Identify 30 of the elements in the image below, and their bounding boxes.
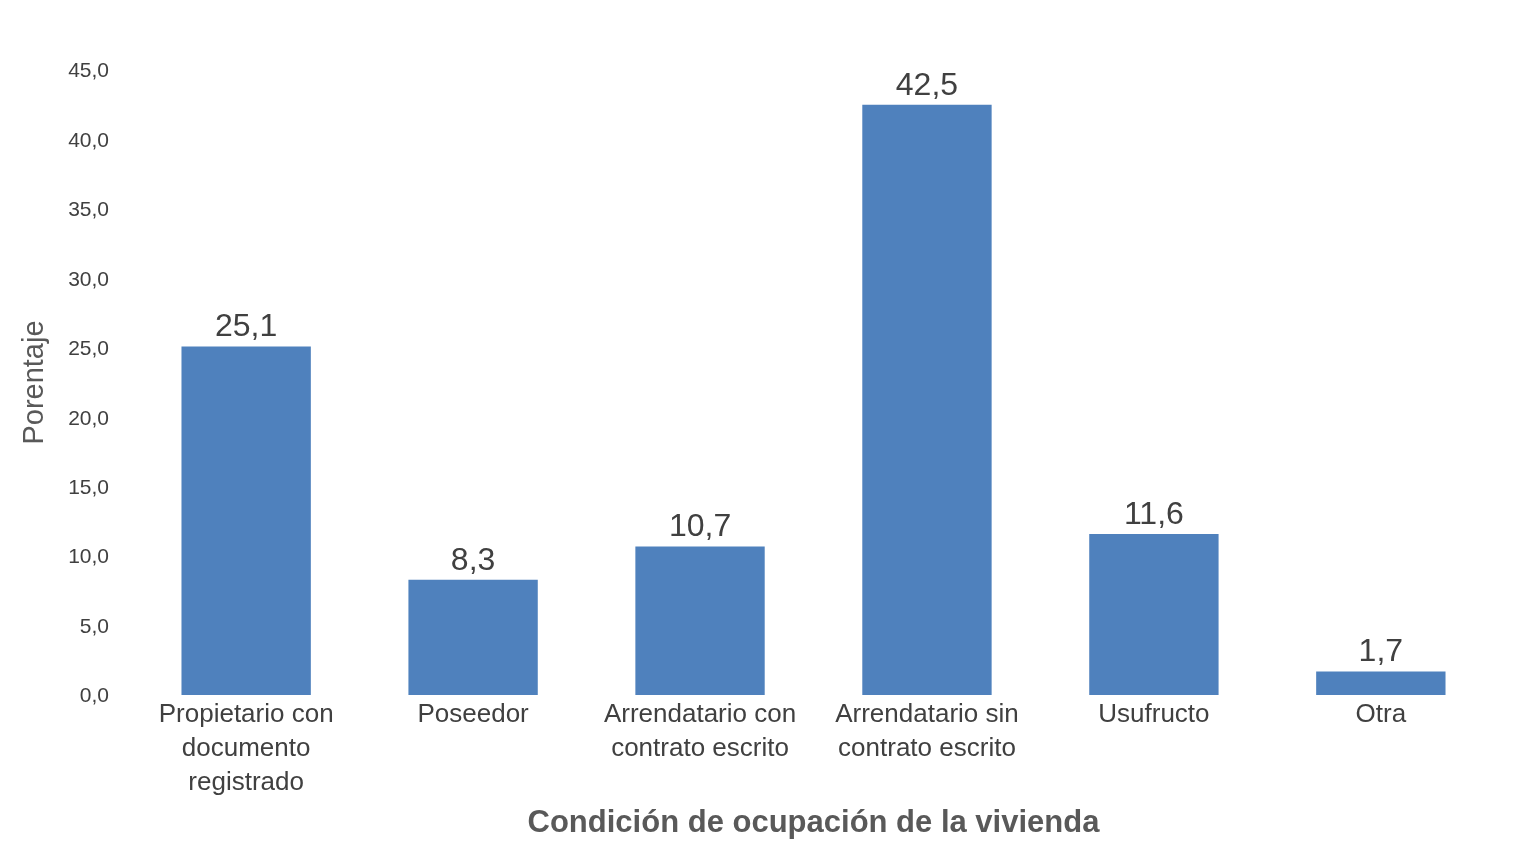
- x-axis-title: Condición de ocupación de la vivienda: [527, 803, 1101, 839]
- data-label: 42,5: [895, 65, 959, 102]
- y-tick-label: 35,0: [68, 197, 109, 221]
- bar: [408, 579, 538, 695]
- x-tick-label: Usufructo: [1098, 698, 1210, 728]
- y-tick-label: 15,0: [68, 475, 109, 499]
- x-tick-label: Poseedor: [417, 698, 530, 728]
- y-tick-label: 45,0: [68, 58, 109, 82]
- x-tick-label: Otra: [1355, 698, 1407, 728]
- y-tick-label: 0,0: [79, 683, 109, 707]
- data-label: 11,6: [1123, 494, 1184, 531]
- data-label: 10,7: [668, 507, 732, 544]
- y-tick-label: 25,0: [68, 336, 109, 360]
- x-tick-label: Arrendatario sin contrato escrito: [835, 698, 1019, 762]
- y-tick-label: 20,0: [68, 405, 109, 429]
- y-tick-label: 5,0: [79, 613, 109, 637]
- bar: [1316, 671, 1446, 695]
- bar: [862, 104, 992, 695]
- data-label: 1,7: [1358, 632, 1404, 669]
- bar: [635, 546, 765, 695]
- y-tick-label: 40,0: [68, 127, 109, 151]
- x-tick-label: Propietario con documento registrado: [158, 698, 334, 796]
- x-tick-label: Arrendatario con contrato escrito: [603, 698, 797, 762]
- bar: [181, 346, 311, 695]
- y-tick-label: 30,0: [68, 266, 109, 290]
- data-label: 8,3: [450, 540, 496, 577]
- y-tick-label: 10,0: [68, 544, 109, 568]
- y-axis-title: Porentaje: [17, 320, 50, 445]
- data-label: 25,1: [215, 307, 278, 344]
- bar: [1089, 533, 1219, 695]
